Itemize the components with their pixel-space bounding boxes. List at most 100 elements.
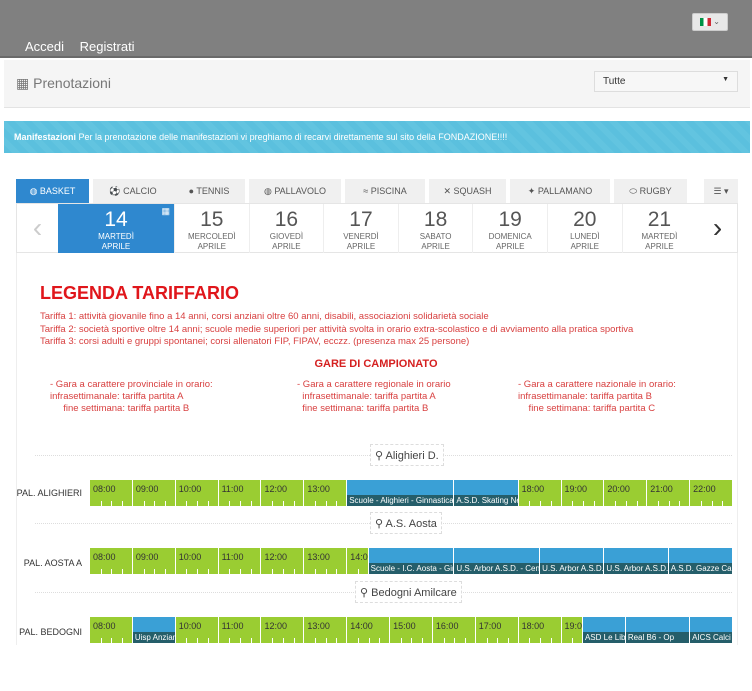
hour-slot[interactable]: 11:00 — [217, 548, 261, 574]
language-selector[interactable]: ⌄ — [692, 13, 728, 31]
hour-label: 08:00 — [93, 552, 116, 562]
tab-squash[interactable]: ✕ SQUASH — [429, 179, 506, 203]
chevron-down-icon: ⌄ — [713, 17, 720, 26]
tick — [207, 569, 209, 574]
day-number: 19 — [498, 208, 522, 231]
tick — [325, 638, 327, 643]
hour-slot[interactable]: 13:00 — [303, 617, 346, 643]
hour-slot[interactable]: 12:00 — [260, 480, 303, 506]
hour-label: 20:00 — [607, 484, 630, 494]
page-title: ▦ Prenotazioni — [16, 75, 111, 92]
tab-rugby[interactable]: ⬭ RUGBY — [614, 179, 687, 203]
tick — [625, 501, 627, 506]
tab-tennis[interactable]: ● TENNIS — [173, 179, 245, 203]
tick — [336, 638, 338, 643]
tick — [700, 501, 702, 506]
hour-label: 18:00 — [521, 621, 545, 631]
booking[interactable]: A.S.D. Skating New — [453, 480, 518, 506]
next-day-button[interactable]: › — [712, 212, 723, 243]
prev-day-button[interactable]: ‹ — [32, 212, 43, 243]
day-name: MARTEDÌ — [641, 232, 678, 241]
gare-regionale: - Gara a carattere regionale in orario i… — [297, 379, 451, 414]
hour-label: 19:00 — [564, 621, 588, 631]
day-15[interactable]: 15 MERCOLEDÌ APRILE — [174, 204, 249, 253]
tab-pallamano[interactable]: ✦ PALLAMANO — [510, 179, 610, 203]
hour-slot[interactable]: 15:00 — [389, 617, 432, 643]
hour-slot[interactable]: 13:00 — [303, 480, 346, 506]
calendar-icon[interactable]: ▦ — [161, 206, 170, 216]
hour-label: 11:00 — [221, 621, 244, 631]
timeline-pal-bedogni[interactable]: 08:0009:0010:0011:0012:0013:0014:0015:00… — [89, 617, 732, 643]
hour-slot[interactable]: 08:00 — [89, 617, 132, 643]
day-14[interactable]: 14 MARTEDÌ APRILE ▦ — [58, 204, 174, 253]
tick — [357, 638, 359, 643]
filter-value: Tutte — [603, 76, 626, 87]
day-name: MERCOLEDÌ — [188, 232, 236, 241]
login-link[interactable]: Accedi — [25, 39, 65, 54]
tick — [122, 569, 124, 574]
booking[interactable]: A.S.D. Gazze Ca — [667, 548, 732, 574]
hour-slot[interactable]: 09:00 — [131, 480, 175, 506]
booking[interactable]: ASD Le Libellule - A — [581, 617, 625, 643]
day-21[interactable]: 21 MARTEDÌ APRILE — [621, 204, 697, 253]
register-link[interactable]: Registrati — [79, 39, 135, 54]
timeline-pal-aosta-a[interactable]: 08:0009:0010:0011:0012:0013:0014:0015:00… — [89, 548, 732, 574]
day-17[interactable]: 17 VENERDÌ APRILE — [323, 204, 398, 253]
tick — [615, 501, 617, 506]
tab-pallavolo[interactable]: ◍ PALLAVOLO — [249, 179, 341, 203]
tick — [572, 501, 574, 506]
hour-label: 13:00 — [307, 621, 330, 631]
booking[interactable]: Real B6 - Op — [624, 617, 690, 643]
hour-slot[interactable]: 19:00 — [560, 480, 604, 506]
hour-slot[interactable]: 10:00 — [174, 617, 218, 643]
hour-slot[interactable]: 08:00 — [89, 548, 132, 574]
day-18[interactable]: 18 SABATO APRILE — [397, 204, 473, 253]
hour-label: 08:00 — [93, 621, 116, 631]
booking[interactable]: AICS Calci — [689, 617, 732, 643]
booking[interactable]: Scuole - I.C. Aosta - Ginna — [367, 548, 454, 574]
tick — [293, 638, 295, 643]
hour-slot[interactable]: 20:00 — [603, 480, 646, 506]
hour-slot[interactable]: 17:00 — [474, 617, 518, 643]
booking[interactable]: U.S. Arbor A.S.D. - B — [539, 548, 604, 574]
hour-slot[interactable]: 14:00 — [346, 617, 389, 643]
booking[interactable]: U.S. Arbor A.S.D. - S — [603, 548, 668, 574]
day-20[interactable]: 20 LUNEDÌ APRILE — [547, 204, 622, 253]
hour-slot[interactable]: 11:00 — [217, 480, 261, 506]
tick — [668, 501, 670, 506]
volleyball-icon: ◍ — [263, 186, 275, 196]
booking[interactable]: Uisp Anziani — [131, 617, 175, 643]
hour-slot[interactable]: 11:00 — [217, 617, 261, 643]
hour-slot[interactable]: 10:00 — [174, 480, 218, 506]
info-alert: Manifestazioni Per la prenotazione delle… — [4, 121, 750, 153]
day-16[interactable]: 16 GIOVEDÌ APRILE — [248, 204, 324, 253]
hour-slot[interactable]: 09:00 — [131, 548, 175, 574]
day-19[interactable]: 19 DOMENICA APRILE — [472, 204, 547, 253]
hour-slot[interactable]: 10:00 — [174, 548, 218, 574]
hour-slot[interactable]: 08:00 — [89, 480, 132, 506]
tab-piscina[interactable]: ≈ PISCINA — [345, 179, 425, 203]
hour-slot[interactable]: 12:00 — [260, 548, 303, 574]
sport-tabs: ◍ BASKET ⚽ CALCIO ● TENNIS ◍ PALLAVOLO ≈ PIS… — [16, 179, 738, 203]
tick — [229, 569, 231, 574]
booking[interactable]: Scuole - Alighieri - Ginnastica — [346, 480, 454, 506]
tick — [293, 501, 295, 506]
tab-calcio[interactable]: ⚽ CALCIO — [93, 179, 173, 203]
tariff-line: Tariffa 1: attività giovanile fino a 14 … — [40, 311, 489, 322]
facility-filter-select[interactable]: Tutte ▼ — [594, 71, 738, 92]
hour-slot[interactable]: 12:00 — [260, 617, 303, 643]
hour-slot[interactable]: 22:00 — [689, 480, 732, 506]
tick — [272, 638, 274, 643]
rackets-icon: ✕ — [443, 186, 454, 196]
hour-slot[interactable]: 13:00 — [303, 548, 346, 574]
hour-label: 10:00 — [178, 552, 202, 562]
hour-slot[interactable]: 16:00 — [431, 617, 475, 643]
tabs-more-menu-button[interactable]: ☰ ▾ — [704, 179, 738, 203]
tab-basket[interactable]: ◍ BASKET — [16, 179, 89, 203]
hour-slot[interactable]: 18:00 — [517, 617, 561, 643]
timeline-pal-alighieri[interactable]: 08:0009:0010:0011:0012:0013:0014:0015:00… — [89, 480, 732, 506]
booking[interactable]: U.S. Arbor A.S.D. - Centri - — [453, 548, 540, 574]
day-number: 20 — [573, 208, 597, 231]
hour-slot[interactable]: 18:00 — [517, 480, 561, 506]
hour-slot[interactable]: 21:00 — [646, 480, 689, 506]
